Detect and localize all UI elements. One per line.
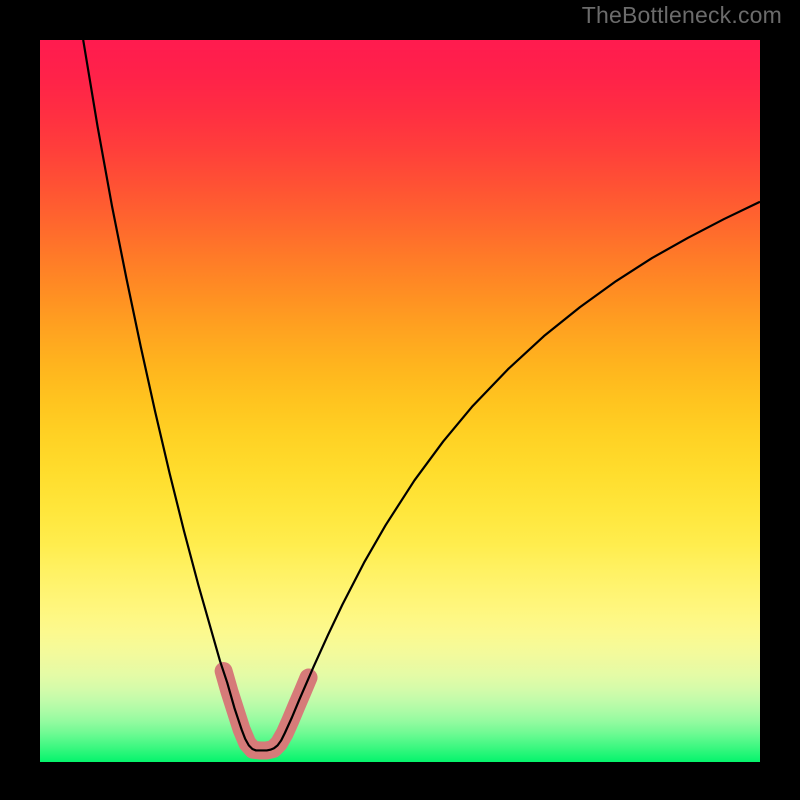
watermark-text: TheBottleneck.com: [582, 2, 782, 29]
chart-outer-frame: TheBottleneck.com: [0, 0, 800, 800]
chart-svg: [40, 40, 760, 762]
gradient-background: [40, 40, 760, 762]
chart-plot-area: [40, 40, 760, 762]
